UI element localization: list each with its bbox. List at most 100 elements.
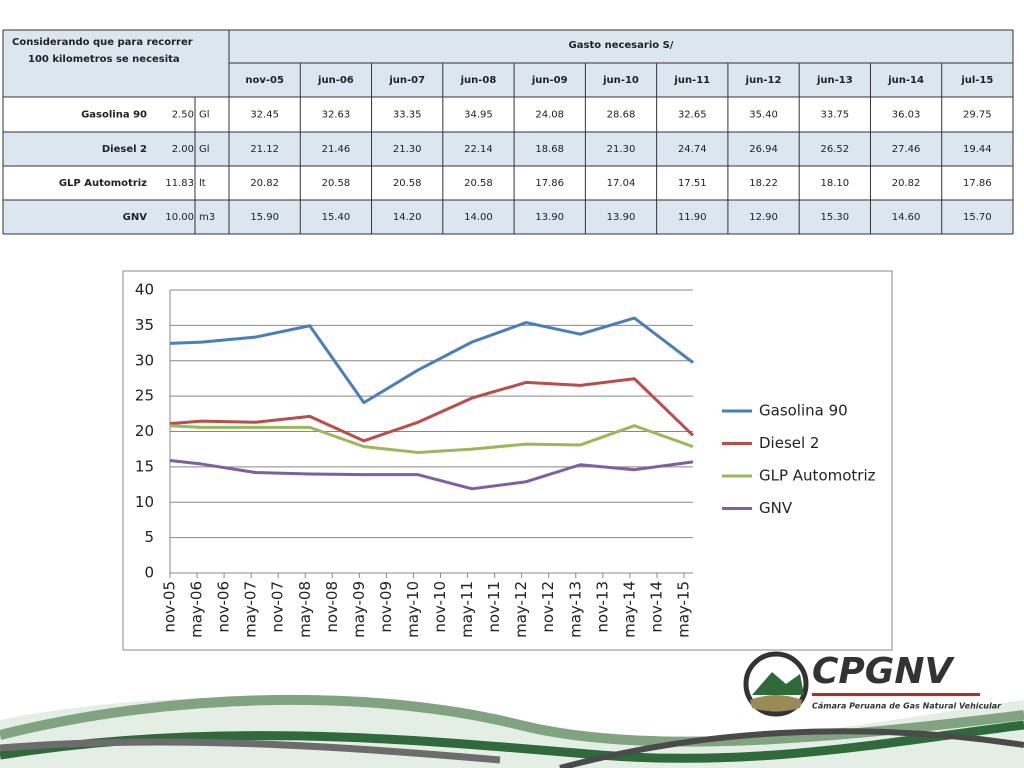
y-tick-label: 5	[144, 528, 154, 546]
y-tick-label: 35	[135, 316, 154, 334]
cell-value: 32.65	[678, 110, 707, 121]
legend-label: GLP Automotriz	[759, 467, 876, 485]
row-name: GNV	[123, 212, 148, 223]
cell-value: 21.30	[607, 144, 636, 155]
corner-label: Considerando que para recorrer	[12, 37, 193, 48]
x-tick-label: nov-11	[485, 581, 503, 633]
logo-name: CPGNV	[812, 651, 955, 692]
cell-value: 15.90	[250, 212, 279, 223]
y-tick-label: 15	[135, 457, 154, 475]
cell-value: 11.90	[678, 212, 707, 223]
cell-value: 26.94	[749, 144, 778, 155]
x-tick-label: nov-06	[215, 581, 233, 633]
cell-value: 15.30	[820, 212, 849, 223]
cell-value: 14.60	[892, 212, 921, 223]
row-unit: Gl	[199, 144, 210, 155]
row-qty: 2.50	[172, 110, 194, 121]
y-tick-label: 0	[144, 564, 154, 582]
x-tick-label: may-14	[620, 581, 638, 638]
column-header: jun-13	[816, 75, 853, 86]
cell-value: 17.51	[678, 178, 707, 189]
x-tick-label: nov-14	[647, 581, 665, 633]
x-tick-label: may-11	[458, 581, 476, 638]
cell-value: 34.95	[464, 110, 493, 121]
y-tick-label: 25	[135, 387, 154, 405]
cell-value: 17.86	[963, 178, 992, 189]
logo-tagline: Cámara Peruana de Gas Natural Vehicular	[812, 702, 1002, 711]
legend-label: Gasolina 90	[759, 402, 848, 420]
cell-value: 19.44	[963, 144, 992, 155]
cell-value: 17.86	[535, 178, 564, 189]
cell-value: 20.58	[322, 178, 351, 189]
cell-value: 36.03	[892, 110, 921, 121]
column-header: jun-11	[673, 75, 710, 86]
column-header: jun-08	[460, 75, 497, 86]
row-name: GLP Automotriz	[59, 178, 147, 189]
chart-frame	[122, 270, 893, 651]
cell-value: 12.90	[749, 212, 778, 223]
column-header: jun-06	[317, 75, 354, 86]
corner-label: 100 kilometros se necesita	[28, 54, 180, 65]
cell-value: 17.04	[607, 178, 636, 189]
cell-value: 21.46	[322, 144, 351, 155]
cell-value: 27.46	[892, 144, 921, 155]
x-tick-label: may-09	[350, 581, 368, 638]
cell-value: 18.22	[749, 178, 778, 189]
row-bg	[3, 200, 1013, 234]
cell-value: 14.20	[393, 212, 422, 223]
y-tick-label: 10	[135, 493, 154, 511]
x-tick-label: nov-05	[161, 581, 179, 633]
column-header: nov-05	[245, 75, 284, 86]
column-header: jun-14	[887, 75, 924, 86]
cell-value: 18.68	[535, 144, 564, 155]
legend-label: Diesel 2	[759, 434, 819, 452]
cell-value: 28.68	[607, 110, 636, 121]
row-unit: lt	[199, 178, 206, 189]
cell-value: 33.75	[820, 110, 849, 121]
cell-value: 33.35	[393, 110, 422, 121]
group-header: Gasto necesario S/	[569, 40, 674, 51]
x-tick-label: may-08	[296, 581, 314, 638]
column-header: jun-10	[602, 75, 639, 86]
cell-value: 18.10	[820, 178, 849, 189]
series-line	[169, 424, 694, 454]
cell-value: 21.30	[393, 144, 422, 155]
table: Considerando que para recorrer 100 kilome…	[2, 29, 1014, 235]
row-bg	[3, 166, 1013, 200]
x-tick-label: may-07	[242, 581, 260, 638]
x-tick-label: nov-10	[431, 581, 449, 633]
x-tick-label: may-13	[566, 581, 584, 638]
cell-value: 29.75	[963, 110, 992, 121]
logo: CPGNV Cámara Peruana de Gas Natural Vehi…	[743, 651, 1002, 717]
row-unit: Gl	[199, 110, 210, 121]
cell-value: 26.52	[820, 144, 849, 155]
cell-value: 22.14	[464, 144, 493, 155]
row-bg	[3, 97, 1013, 132]
cell-value: 24.74	[678, 144, 707, 155]
cell-value: 20.58	[464, 178, 493, 189]
row-qty: 10.00	[165, 212, 194, 223]
cell-value: 15.40	[322, 212, 351, 223]
row-bg	[3, 132, 1013, 166]
row-name: Diesel 2	[102, 144, 147, 155]
cell-value: 35.40	[749, 110, 778, 121]
cell-value: 20.82	[892, 178, 921, 189]
cell-value: 24.08	[535, 110, 564, 121]
legend-label: GNV	[759, 499, 793, 517]
row-unit: m3	[199, 212, 215, 223]
x-tick-label: nov-08	[323, 581, 341, 633]
cell-value: 32.45	[250, 110, 279, 121]
column-header: jun-07	[388, 75, 425, 86]
series-line	[169, 377, 695, 443]
series-line	[169, 316, 694, 405]
x-tick-label: may-06	[188, 581, 206, 638]
x-tick-label: may-12	[512, 581, 530, 638]
cell-value: 20.58	[393, 178, 422, 189]
row-qty: 11.83	[165, 178, 194, 189]
cell-value: 20.82	[250, 178, 279, 189]
x-tick-label: may-10	[404, 581, 422, 638]
y-tick-label: 30	[135, 351, 154, 369]
cell-value: 13.90	[607, 212, 636, 223]
